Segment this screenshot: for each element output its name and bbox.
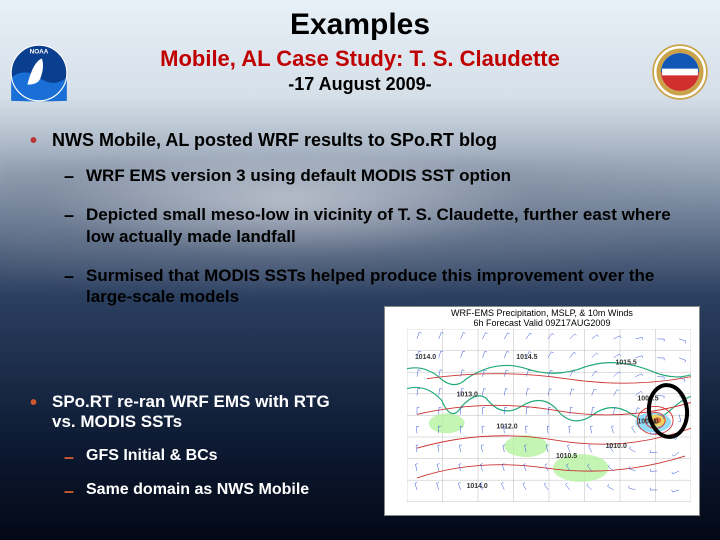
- svg-text:1010.0: 1010.0: [606, 443, 627, 450]
- svg-text:1010.5: 1010.5: [556, 453, 577, 460]
- svg-text:1012.0: 1012.0: [496, 423, 517, 430]
- bullet-1-sub-2: Depicted small meso-low in vicinity of T…: [28, 204, 696, 247]
- bullet-1-sub-1: WRF EMS version 3 using default MODIS SS…: [28, 165, 696, 186]
- bullet-2-sub-2: Same domain as NWS Mobile: [28, 480, 358, 500]
- noaa-logo: NOAA: [10, 44, 68, 107]
- svg-text:1015.5: 1015.5: [616, 360, 637, 367]
- svg-text:1014.0: 1014.0: [467, 483, 488, 490]
- slide-title: Examples: [0, 0, 720, 42]
- svg-text:1014.0: 1014.0: [415, 354, 436, 361]
- svg-text:NOAA: NOAA: [30, 48, 49, 55]
- bullet-1: NWS Mobile, AL posted WRF results to SPo…: [28, 130, 696, 151]
- content-upper: NWS Mobile, AL posted WRF results to SPo…: [28, 130, 696, 325]
- slide: NOAA Examples Mobile, AL Case Study: T. …: [0, 0, 720, 540]
- nws-logo: [652, 44, 708, 105]
- slide-subtitle: Mobile, AL Case Study: T. S. Claudette: [0, 46, 720, 72]
- slide-dateline: -17 August 2009-: [0, 74, 720, 95]
- svg-text:1014.5: 1014.5: [516, 354, 537, 361]
- precip: [429, 412, 671, 482]
- map-title-line2: 6h Forecast Valid 09Z17AUG2009: [387, 319, 697, 329]
- map-title: WRF-EMS Precipitation, MSLP, & 10m Winds…: [385, 307, 699, 329]
- bullet-2-sub-1: GFS Initial & BCs: [28, 446, 358, 466]
- svg-text:1013.0: 1013.0: [457, 392, 478, 399]
- map-panel: WRF-EMS Precipitation, MSLP, & 10m Winds…: [384, 306, 700, 516]
- bullet-1-sub-3: Surmised that MODIS SSTs helped produce …: [28, 265, 696, 308]
- bullet-2: SPo.RT re-ran WRF EMS with RTG vs. MODIS…: [28, 392, 358, 432]
- content-lower: SPo.RT re-ran WRF EMS with RTG vs. MODIS…: [28, 392, 358, 514]
